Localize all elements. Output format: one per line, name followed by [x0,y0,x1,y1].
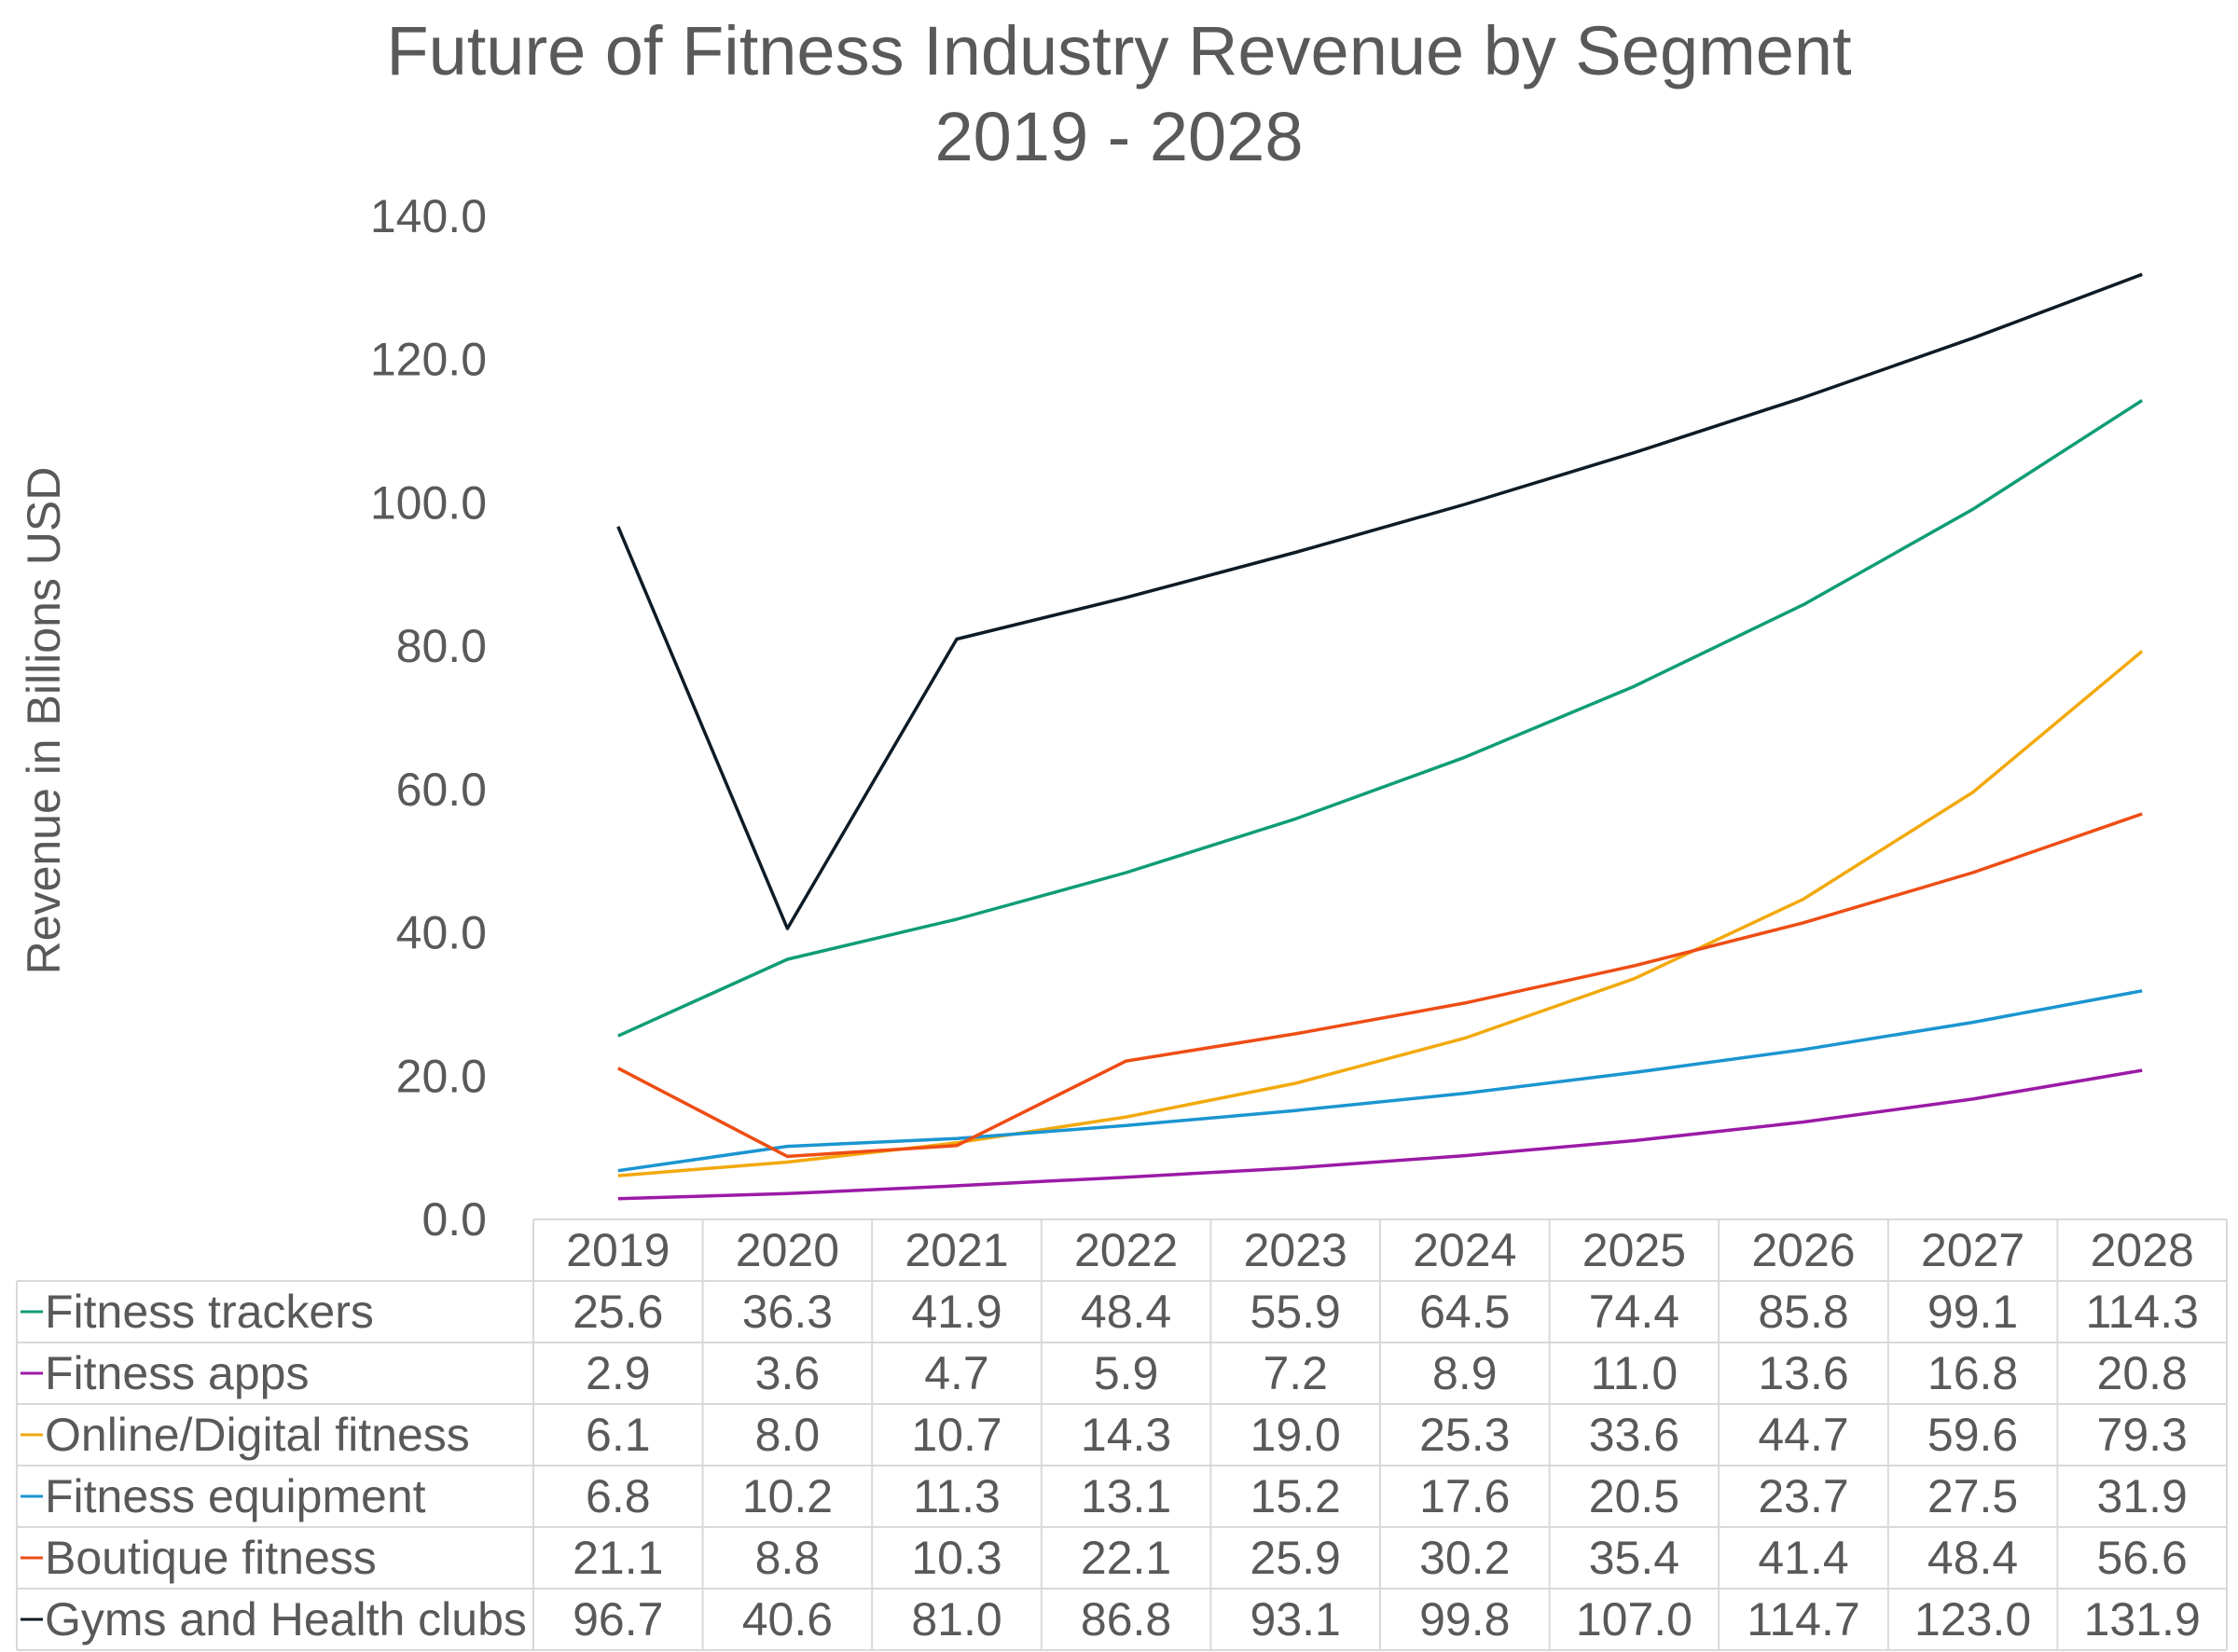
x-tick-label: 2024 [1413,1224,1516,1276]
chart-subtitle: 2019 - 2028 [934,98,1303,175]
x-tick-label: 2026 [1751,1224,1855,1276]
data-label: 48.4 [1081,1286,1171,1338]
series-line-boutique-fitness [616,812,2143,1159]
data-label: 44.7 [1758,1409,1848,1461]
data-label: 6.1 [586,1409,651,1461]
data-label: 59.6 [1927,1409,2018,1461]
data-label: 96.7 [573,1593,663,1645]
data-label: 21.1 [573,1532,663,1584]
series-line-fitness-trackers [617,399,2144,1038]
data-label: 30.2 [1419,1532,1510,1584]
data-label: 20.8 [2097,1347,2188,1399]
data-label: 13.1 [1081,1470,1171,1522]
data-label: 16.8 [1927,1347,2018,1399]
data-label: 13.6 [1758,1347,1848,1399]
data-label: 7.2 [1263,1347,1328,1399]
data-label: 56.6 [2097,1532,2188,1584]
series-line-gyms-and-health-clubs [616,272,2143,930]
data-label: 14.3 [1081,1409,1171,1461]
data-label: 114.3 [2085,1286,2198,1338]
series-lines [616,272,2144,1201]
data-label: 48.4 [1927,1532,2018,1584]
data-label: 8.9 [1432,1347,1498,1399]
data-label: 15.2 [1250,1470,1341,1522]
legend-entry: Gyms and Health clubs [45,1593,527,1645]
y-tick-label: 100.0 [370,476,487,529]
data-label: 8.0 [755,1409,821,1461]
x-tick-label: 2025 [1582,1224,1686,1276]
data-label: 27.5 [1927,1470,2018,1522]
data-label: 25.9 [1250,1532,1341,1584]
x-tick-label: 2022 [1074,1224,1178,1276]
data-label: 5.9 [1094,1347,1159,1399]
data-label: 22.1 [1081,1532,1171,1584]
series-line-fitness-apps [617,1068,2143,1201]
data-label: 55.9 [1250,1286,1341,1338]
data-label: 10.3 [911,1532,1002,1584]
data-label: 123.0 [1914,1593,2031,1645]
legend-entry: Fitness equipment [45,1470,426,1522]
chart-title: Future of Fitness Industry Revenue by Se… [386,12,1852,89]
data-label: 81.0 [911,1593,1002,1645]
data-label: 23.7 [1758,1470,1848,1522]
data-label: 3.6 [755,1347,821,1399]
data-label: 93.1 [1250,1593,1341,1645]
y-tick-label: 20.0 [396,1050,487,1102]
y-tick-label: 140.0 [370,190,487,242]
y-tick-label: 40.0 [396,907,487,959]
data-label: 10.7 [911,1409,1002,1461]
x-tick-label: 2028 [2091,1224,2194,1276]
data-label: 11.3 [913,1470,1001,1522]
series-line-online-digital-fitness [617,650,2144,1177]
legend-entry: Online/Digital fitness [45,1409,470,1461]
data-label: 85.8 [1758,1286,1848,1338]
y-tick-label: 60.0 [396,764,487,816]
data-table: 2019 2020 2021 2022 2023 2024 2025 2026 2027 2028… [16,1218,2228,1651]
data-label: 107.0 [1576,1593,1692,1645]
data-label: 6.8 [586,1470,651,1522]
y-axis-label: Revenue in Billions USD [18,467,70,975]
legend-entry: Boutique fitness [45,1532,377,1584]
legend-entry: Fitness apps [45,1347,309,1399]
data-label: 99.8 [1419,1593,1510,1645]
data-label: 41.9 [911,1286,1002,1338]
data-label: 4.7 [924,1347,989,1399]
data-label: 19.0 [1250,1409,1341,1461]
data-label: 33.6 [1589,1409,1679,1461]
data-label: 79.3 [2097,1409,2188,1461]
data-label: 17.6 [1419,1470,1510,1522]
series-line-fitness-equipment [617,989,2143,1173]
data-label: 41.4 [1758,1532,1848,1584]
data-label: 86.8 [1081,1593,1171,1645]
data-label: 64.5 [1419,1286,1510,1338]
data-label: 99.1 [1927,1286,2018,1338]
data-label: 25.6 [573,1286,663,1338]
data-label: 20.5 [1589,1470,1679,1522]
y-tick-label: 0.0 [421,1193,487,1246]
x-tick-label: 2027 [1921,1224,2024,1276]
data-label: 8.8 [755,1532,821,1584]
data-label: 2.9 [586,1347,651,1399]
data-label: 11.0 [1591,1347,1678,1399]
data-label: 40.6 [742,1593,833,1645]
y-tick-label: 120.0 [370,334,487,386]
x-tick-label: 2019 [566,1224,670,1276]
x-tick-label: 2020 [736,1224,839,1276]
data-label: 114.7 [1747,1593,1859,1645]
data-label: 36.3 [742,1286,833,1338]
y-axis-ticks: 0.0 20.0 40.0 60.0 80.0 100.0 120.0 140.0 [370,190,487,1246]
data-label: 31.9 [2097,1470,2188,1522]
y-tick-label: 80.0 [396,620,487,672]
data-label: 10.2 [742,1470,833,1522]
data-label: 131.9 [2084,1593,2201,1645]
x-tick-label: 2023 [1244,1224,1347,1276]
data-label: 74.4 [1589,1286,1679,1338]
legend-entry: Fitness trackers [45,1286,374,1338]
x-tick-label: 2021 [905,1224,1008,1276]
data-label: 25.3 [1419,1409,1510,1461]
data-label: 35.4 [1589,1532,1679,1584]
